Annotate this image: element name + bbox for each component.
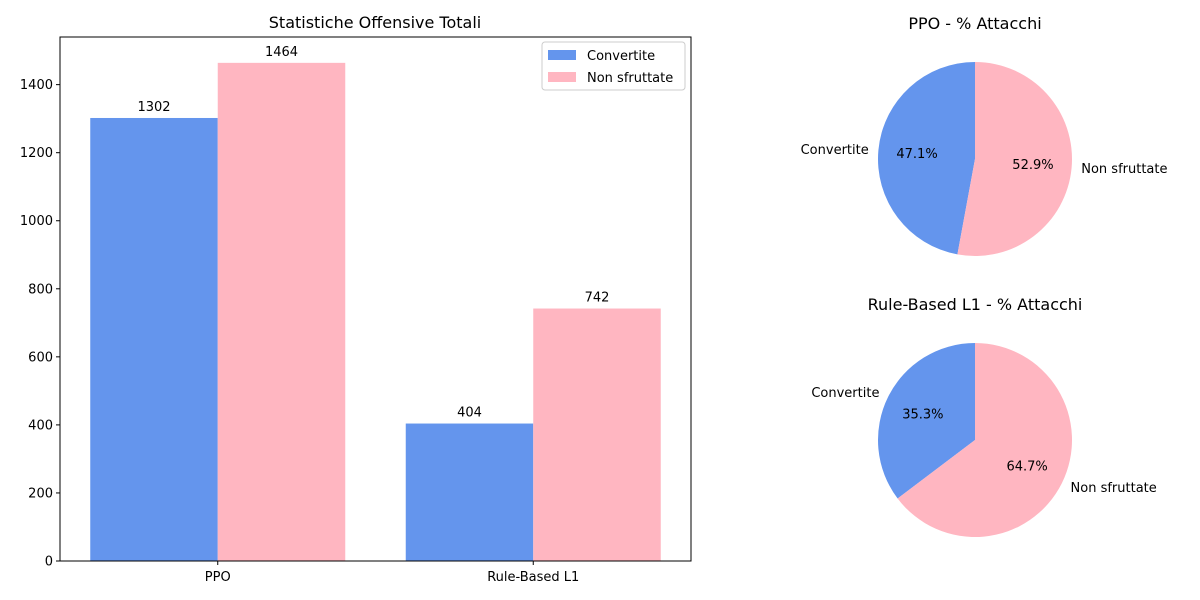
- bar-marks: 1302 404 1464 742: [90, 45, 661, 562]
- pie-pct-label: 64.7%: [1006, 459, 1047, 474]
- pie-ppo-title: PPO - % Attacchi: [908, 14, 1041, 33]
- y-tick-label: 1400: [20, 78, 53, 93]
- x-axis-ticks: PPO Rule-Based L1: [205, 561, 579, 585]
- legend-label-non-sfruttate: Non sfruttate: [587, 71, 673, 86]
- pie-slice-convertite: [878, 342, 975, 499]
- y-tick-label: 400: [28, 418, 53, 433]
- pie-chart-ppo: PPO - % Attacchi 47.1% Convertite 52.9% Non…: [801, 14, 1168, 256]
- legend-swatch-non-sfruttate: [548, 72, 576, 82]
- pie-chart-rule-based: Rule-Based L1 - % Attacchi 35.3% Converti…: [811, 295, 1157, 537]
- data-label: 404: [457, 406, 482, 421]
- pie-pct-label: 52.9%: [1012, 158, 1053, 173]
- x-tick-label: PPO: [205, 570, 231, 585]
- y-tick-label: 1200: [20, 146, 53, 161]
- pie-category-label: Non sfruttate: [1081, 162, 1167, 177]
- x-tick-label: Rule-Based L1: [487, 570, 579, 585]
- bar-chart-title: Statistiche Offensive Totali: [269, 13, 481, 32]
- bar-non-sfruttate-rule-based-l1: [533, 308, 661, 561]
- pie-slice-non-sfruttate: [957, 62, 1072, 256]
- pie-category-label: Convertite: [801, 143, 869, 158]
- pie-category-label: Convertite: [811, 386, 879, 401]
- bar-non-sfruttate-ppo: [217, 62, 346, 561]
- legend-label-convertite: Convertite: [587, 49, 655, 64]
- pie-rule-based-title: Rule-Based L1 - % Attacchi: [868, 295, 1083, 314]
- y-tick-label: 600: [28, 350, 53, 365]
- pie-category-label: Non sfruttate: [1071, 481, 1157, 496]
- pie-slice-convertite: [878, 62, 975, 255]
- pie-rule-based-marks: 35.3% Convertite 64.7% Non sfruttate: [811, 342, 1157, 537]
- pie-pct-label: 47.1%: [896, 147, 937, 162]
- y-tick-label: 1000: [20, 214, 53, 229]
- y-tick-label: 0: [45, 555, 53, 570]
- legend-box: [541, 41, 686, 91]
- pie-slice-non-sfruttate: [897, 342, 1072, 537]
- pie-pct-label: 35.3%: [902, 408, 943, 423]
- bar-convertite-rule-based-l1: [405, 423, 534, 561]
- legend-swatch-convertite: [548, 50, 576, 60]
- y-tick-label: 200: [28, 486, 53, 501]
- y-tick-label: 800: [28, 282, 53, 297]
- y-axis-ticks: 0 200 400 600 800 1000 1200 1400: [20, 78, 60, 570]
- legend: Convertite Non sfruttate: [541, 41, 686, 91]
- bar-chart: Statistiche Offensive Totali 1302 404 1464…: [20, 13, 692, 585]
- data-label: 1302: [137, 100, 170, 115]
- bar-convertite-ppo: [90, 117, 218, 562]
- pie-ppo-marks: 47.1% Convertite 52.9% Non sfruttate: [801, 62, 1168, 256]
- data-label: 1464: [265, 45, 298, 60]
- plot-frame: [59, 36, 692, 562]
- data-label: 742: [585, 291, 610, 306]
